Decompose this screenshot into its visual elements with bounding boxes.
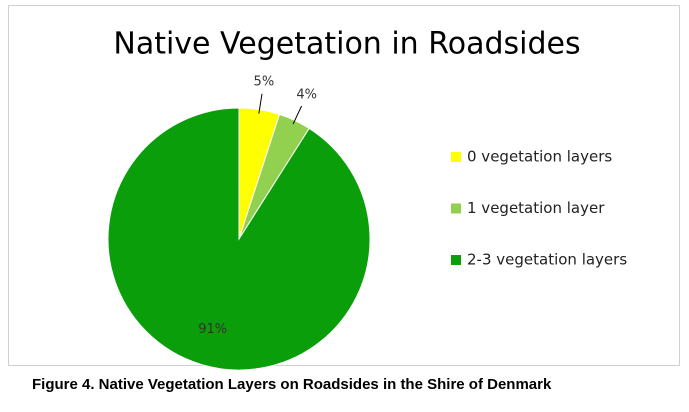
legend-label: 0 vegetation layers: [467, 148, 612, 166]
figure-caption: Figure 4. Native Vegetation Layers on Ro…: [32, 376, 552, 393]
chart-title: Native Vegetation in Roadsides: [113, 27, 580, 62]
leader-line: [258, 93, 263, 114]
legend-label: 2-3 vegetation layers: [467, 251, 627, 269]
pie-slice: [107, 107, 371, 371]
data-label: 4%: [296, 88, 317, 103]
legend-swatch: [451, 203, 461, 214]
leader-line: [292, 105, 303, 125]
data-label: 91%: [198, 322, 227, 337]
data-label: 5%: [254, 74, 275, 89]
legend-swatch: [451, 255, 461, 265]
legend-label: 1 vegetation layer: [467, 199, 605, 217]
legend-swatch: [451, 152, 461, 162]
